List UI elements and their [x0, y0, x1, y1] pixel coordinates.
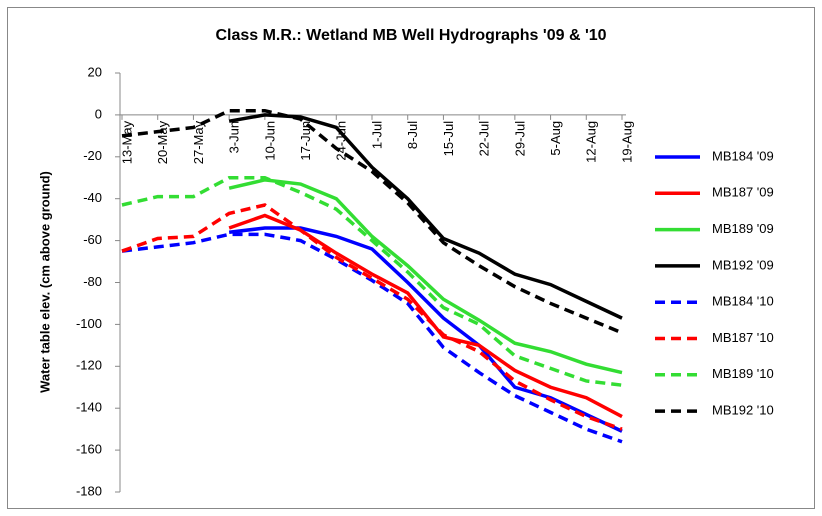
y-tick-label: -160 — [76, 442, 102, 457]
y-tick-label: -40 — [83, 190, 102, 205]
legend-label: MB187 '10 — [712, 330, 774, 345]
y-tick-label: -80 — [83, 274, 102, 289]
chart-title: Class M.R.: Wetland MB Well Hydrographs … — [215, 27, 606, 44]
x-tick-label: 20-May — [155, 120, 170, 164]
x-tick-label: 29-Jul — [512, 121, 527, 157]
legend-label: MB184 '10 — [712, 294, 774, 309]
series-line — [228, 213, 623, 419]
y-axis-label: Water table elev. (cm above ground) — [37, 171, 52, 393]
series-line — [121, 108, 623, 335]
x-tick-label: 19-Aug — [619, 121, 634, 163]
y-tick-label: -100 — [76, 316, 102, 331]
legend-label: MB184 '09 — [712, 148, 774, 163]
y-tick-label: -180 — [76, 483, 102, 498]
series-line — [121, 203, 623, 431]
x-tick-label: 13-May — [119, 120, 134, 164]
x-tick-label: 27-May — [191, 120, 206, 164]
x-tick-label: 12-Aug — [584, 121, 599, 163]
chart-frame — [7, 7, 815, 509]
y-tick-label: -140 — [76, 400, 102, 415]
legend-label: MB189 '10 — [712, 366, 774, 381]
legend-label: MB187 '09 — [712, 185, 774, 200]
y-tick-label: 20 — [88, 64, 102, 79]
x-tick-label: 5-Aug — [548, 121, 563, 156]
series-line — [121, 176, 623, 387]
y-tick-label: 0 — [95, 106, 102, 121]
x-tick-label: 8-Jul — [405, 121, 420, 149]
y-tick-label: -120 — [76, 358, 102, 373]
x-tick-label: 22-Jul — [477, 121, 492, 157]
legend-label: MB189 '09 — [712, 221, 774, 236]
x-tick-label: 10-Jun — [262, 121, 277, 161]
x-tick-label: 1-Jul — [369, 121, 384, 149]
y-tick-label: -20 — [83, 148, 102, 163]
x-tick-label: 15-Jul — [441, 121, 456, 157]
series-line — [228, 178, 623, 375]
x-tick-label: 17-Jun — [298, 121, 313, 161]
x-tick-label: 3-Jun — [227, 121, 242, 154]
series-line — [121, 232, 623, 444]
y-tick-label: -60 — [83, 232, 102, 247]
legend-label: MB192 '09 — [712, 257, 774, 272]
legend-label: MB192 '10 — [712, 403, 774, 418]
